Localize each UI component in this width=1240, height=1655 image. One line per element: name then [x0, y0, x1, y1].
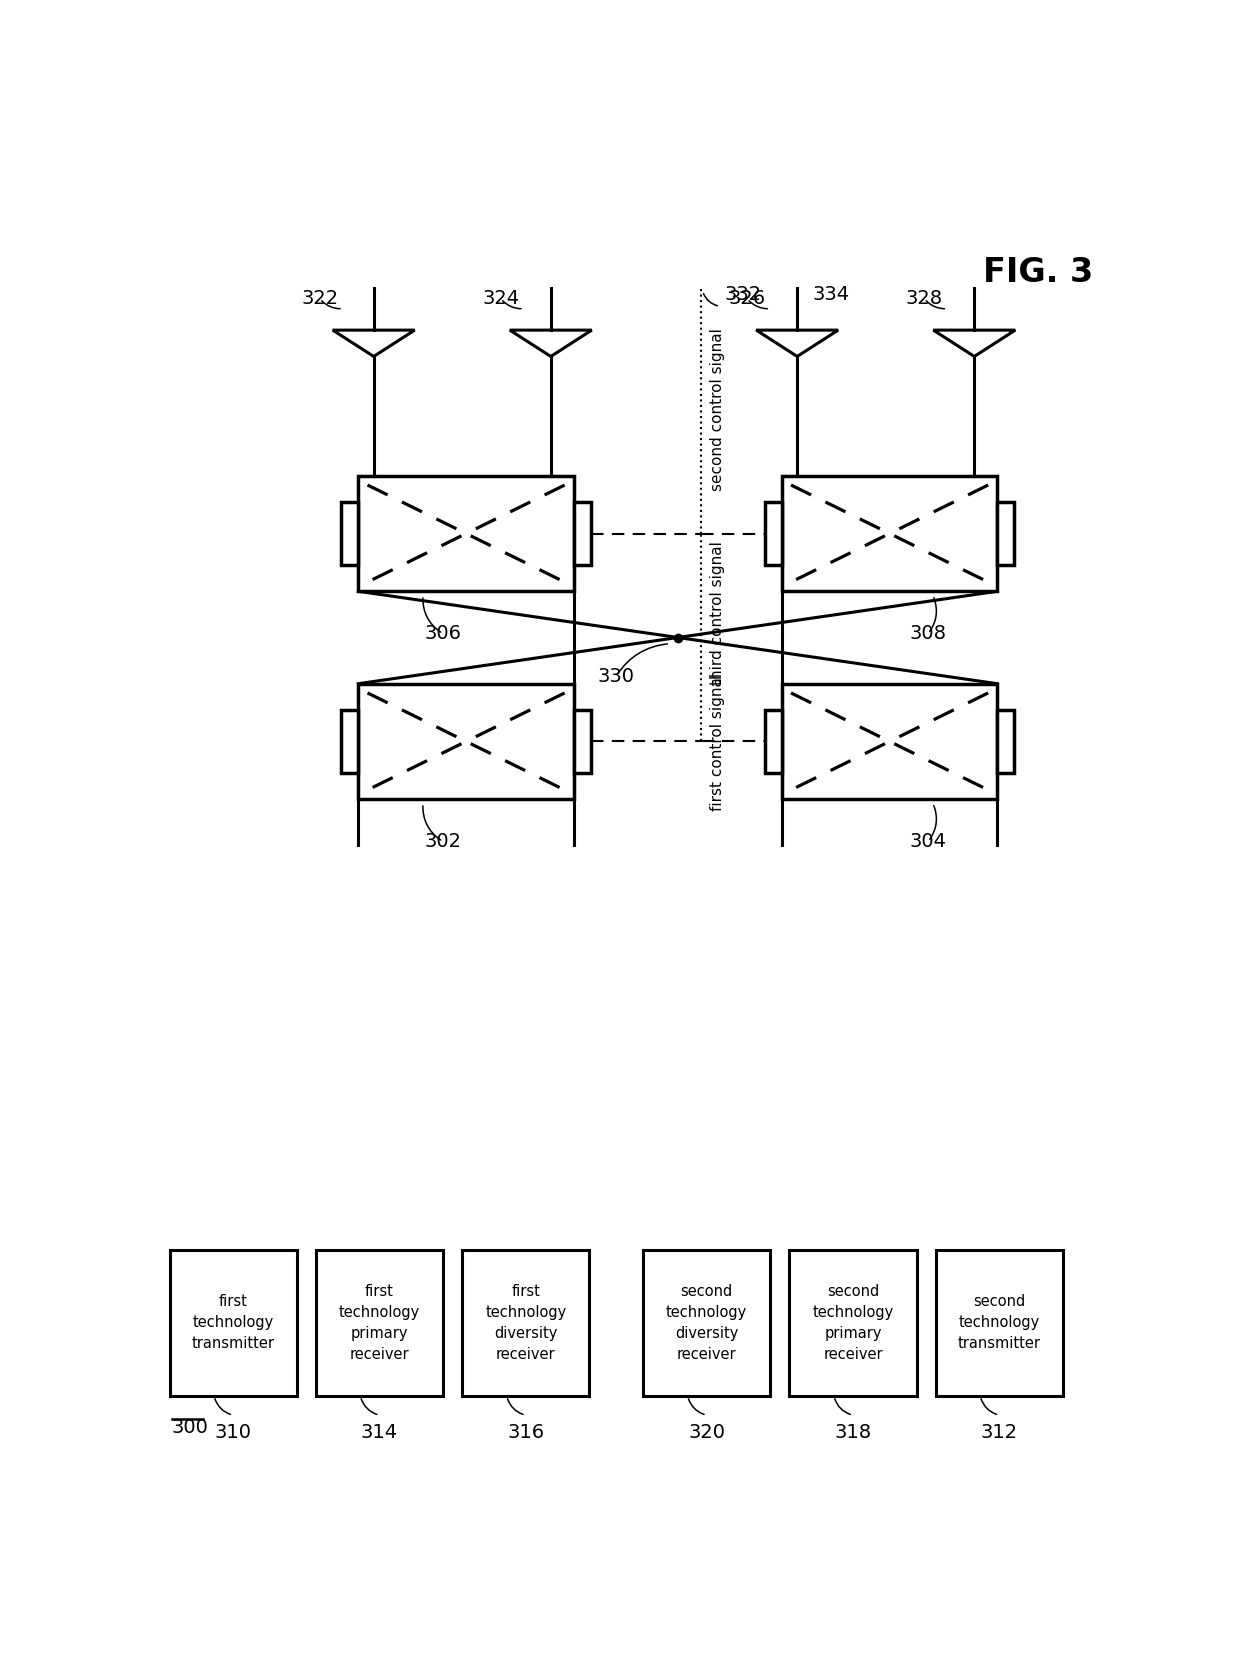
- Bar: [644, 1250, 770, 1395]
- Bar: [170, 1250, 296, 1395]
- Text: 324: 324: [482, 290, 520, 308]
- Text: 318: 318: [835, 1423, 872, 1442]
- Bar: [358, 684, 574, 799]
- Text: 312: 312: [981, 1423, 1018, 1442]
- Text: first control signal: first control signal: [711, 672, 725, 811]
- Text: first
technology
primary
receiver: first technology primary receiver: [339, 1284, 420, 1362]
- Text: 316: 316: [507, 1423, 544, 1442]
- Text: 314: 314: [361, 1423, 398, 1442]
- Text: 308: 308: [910, 624, 946, 644]
- Text: 322: 322: [301, 290, 339, 308]
- Bar: [790, 1250, 916, 1395]
- Text: second
technology
transmitter: second technology transmitter: [957, 1294, 1040, 1350]
- Text: 334: 334: [812, 285, 849, 305]
- Bar: [765, 501, 781, 566]
- Text: 310: 310: [215, 1423, 252, 1442]
- Bar: [574, 710, 590, 773]
- Bar: [781, 684, 997, 799]
- Bar: [936, 1250, 1063, 1395]
- Text: 328: 328: [905, 290, 942, 308]
- Text: FIG. 3: FIG. 3: [983, 257, 1094, 290]
- Bar: [997, 501, 1014, 566]
- Text: second control signal: second control signal: [711, 328, 725, 492]
- Bar: [341, 501, 358, 566]
- Text: 330: 330: [598, 667, 635, 685]
- Text: 304: 304: [910, 832, 946, 851]
- Bar: [781, 475, 997, 591]
- Text: 332: 332: [724, 285, 761, 305]
- Text: 326: 326: [729, 290, 766, 308]
- Bar: [997, 710, 1014, 773]
- Text: third control signal: third control signal: [711, 541, 725, 685]
- Bar: [316, 1250, 443, 1395]
- Bar: [341, 710, 358, 773]
- Bar: [574, 501, 590, 566]
- Bar: [765, 710, 781, 773]
- Bar: [463, 1250, 589, 1395]
- Text: second
technology
diversity
receiver: second technology diversity receiver: [666, 1284, 748, 1362]
- Text: 302: 302: [424, 832, 461, 851]
- Text: 300: 300: [172, 1418, 208, 1437]
- Bar: [358, 475, 574, 591]
- Text: first
technology
diversity
receiver: first technology diversity receiver: [485, 1284, 567, 1362]
- Text: second
technology
primary
receiver: second technology primary receiver: [812, 1284, 894, 1362]
- Text: 320: 320: [688, 1423, 725, 1442]
- Text: 306: 306: [424, 624, 461, 644]
- Text: first
technology
transmitter: first technology transmitter: [192, 1294, 275, 1350]
